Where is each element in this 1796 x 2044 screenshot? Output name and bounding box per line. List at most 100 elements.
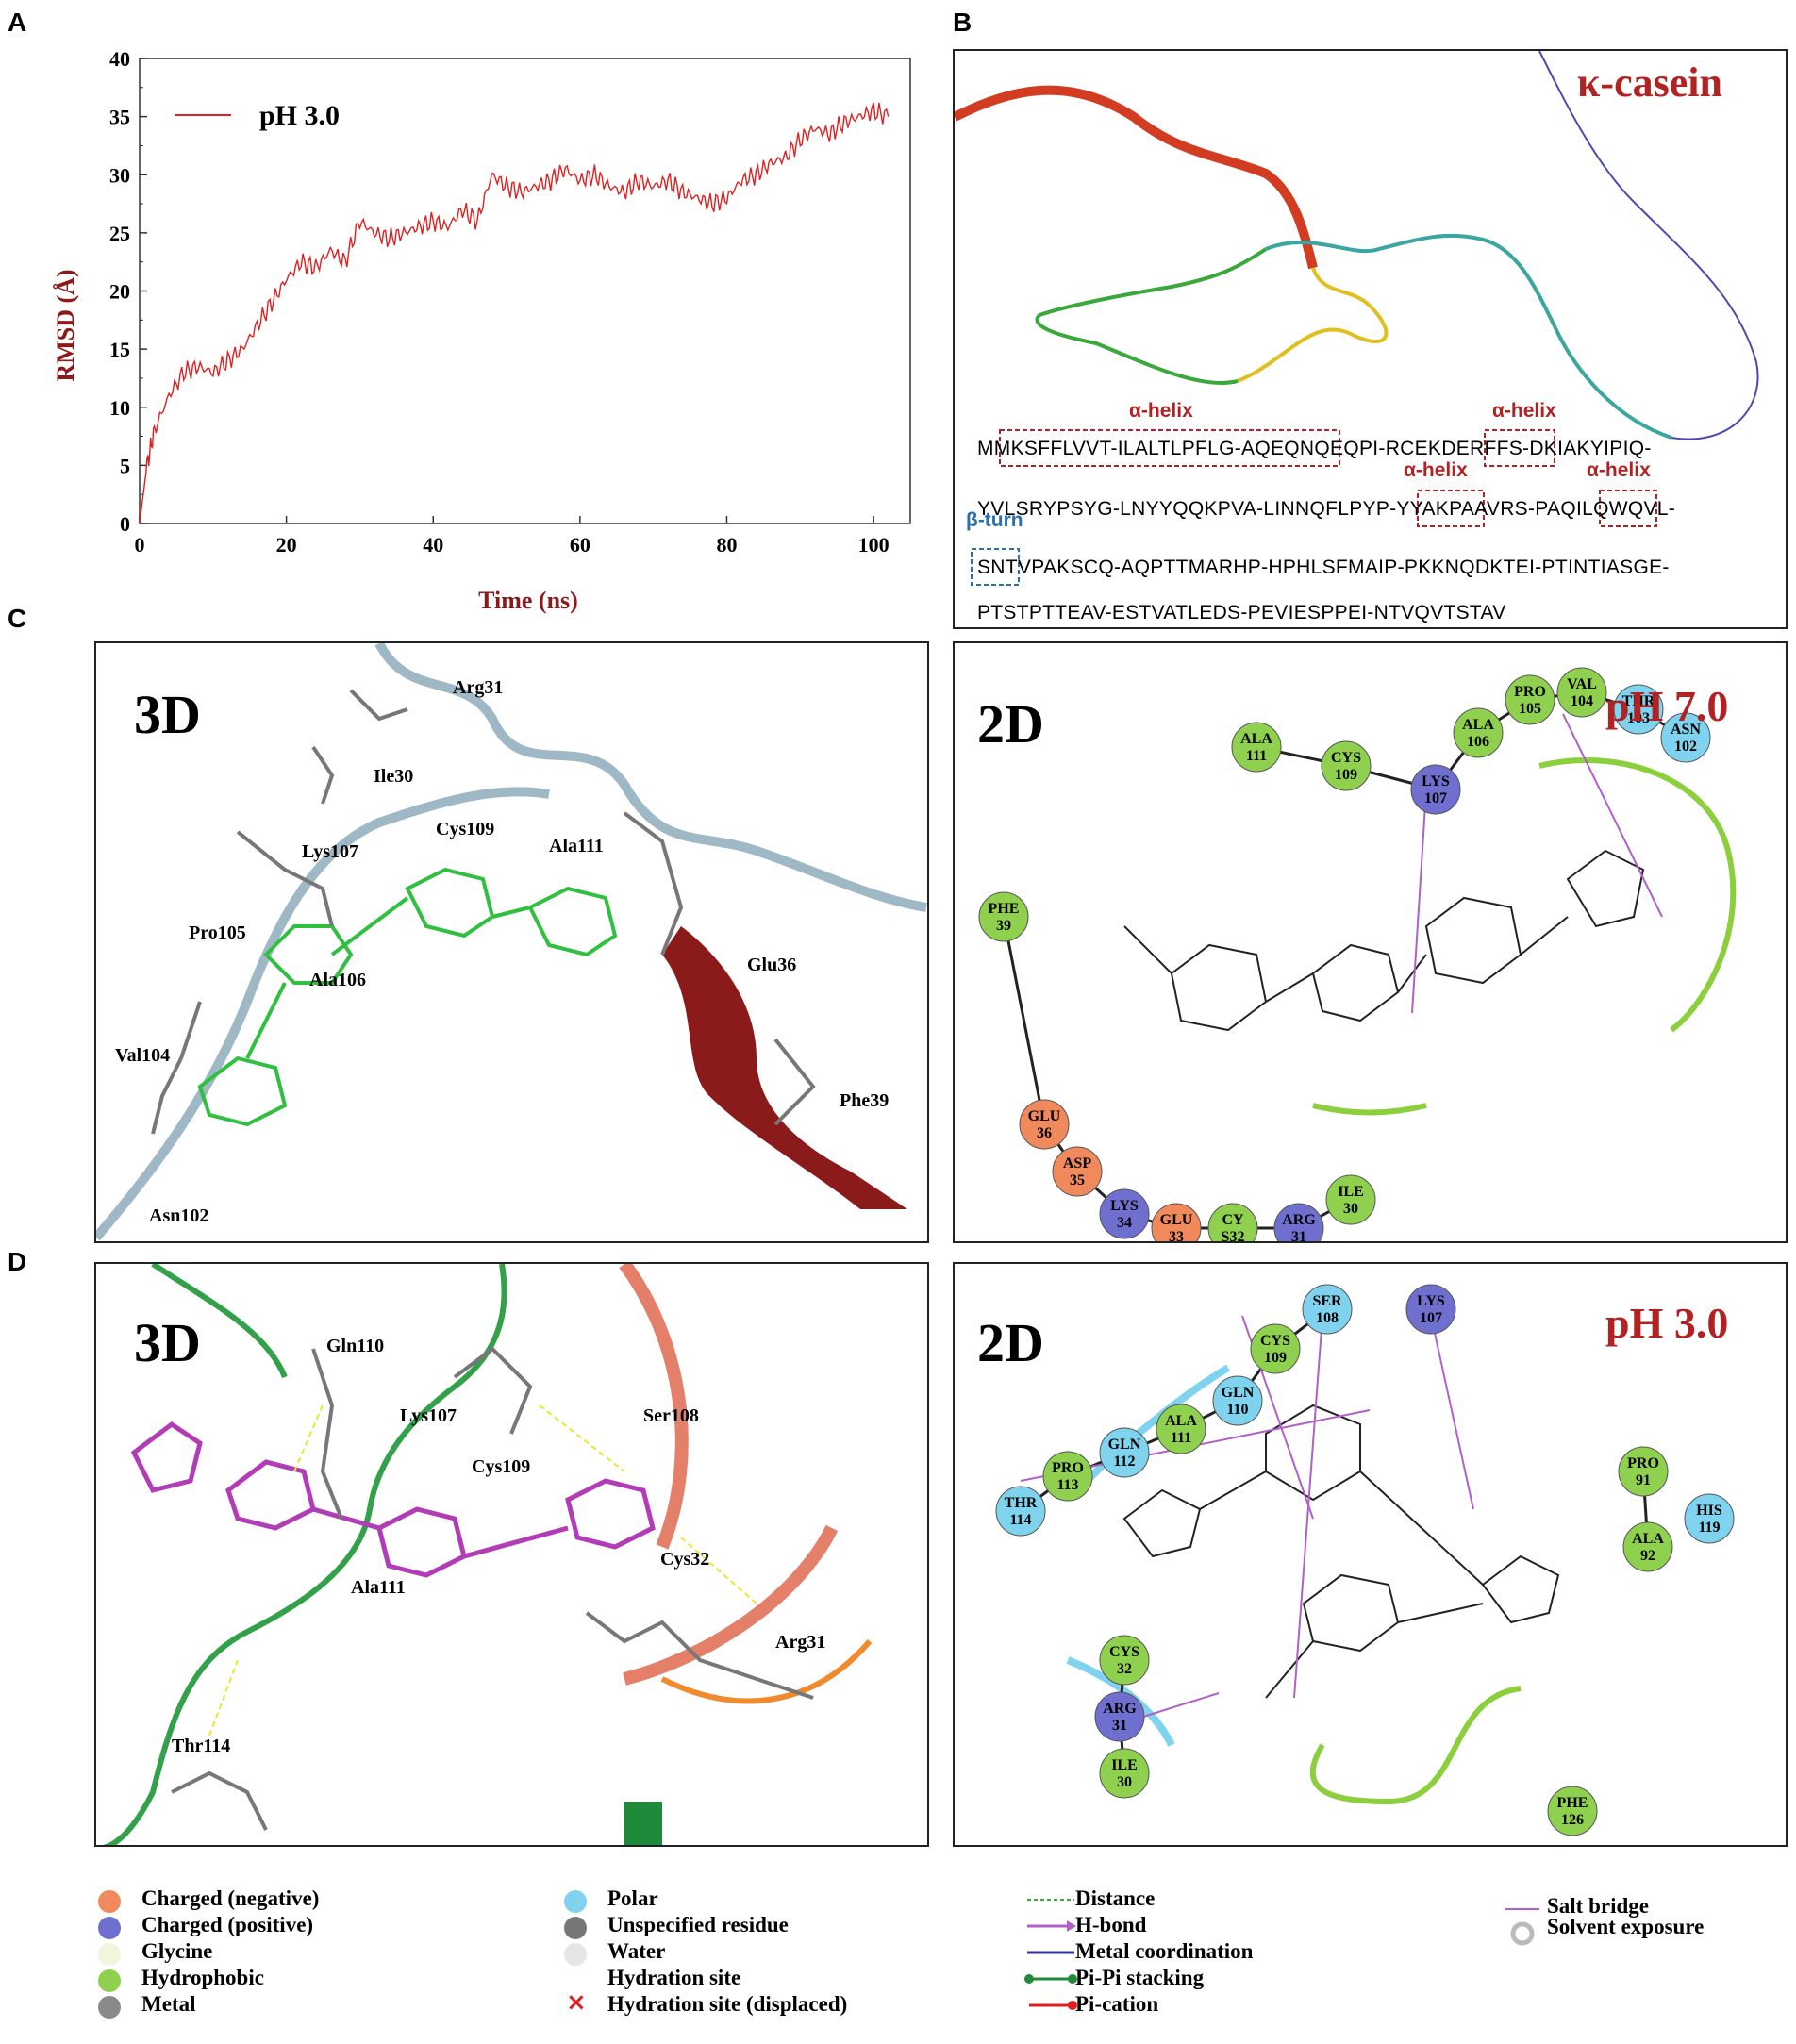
residue-bubble [1302, 1284, 1353, 1335]
residue-number: 31 [1291, 1229, 1306, 1243]
residue-bubble [1660, 712, 1711, 763]
panel-d-3d-frame: 3D Gln110 Lys107 Ser108 Cys109 Ala111 Cy… [94, 1262, 929, 1847]
residue-bubble [1099, 1427, 1150, 1478]
chart-axes: 0 5 10 15 20 25 30 35 40 0 20 40 60 80 100 [109, 47, 911, 557]
residue-name: GLN [1222, 1385, 1255, 1401]
y-tick-label: 5 [120, 454, 130, 477]
residue-bubble [1321, 740, 1372, 791]
residue-name: LYS [1422, 773, 1450, 789]
backbone-ribbon [374, 643, 927, 912]
panel-label-b: B [953, 8, 973, 37]
legend-item: H-bond [1075, 1913, 1147, 1936]
residue-label: Arg31 [453, 677, 504, 698]
3d-structure-d [102, 1264, 873, 1845]
residue-number: 30 [1343, 1201, 1358, 1217]
residue-number: 126 [1561, 1812, 1584, 1828]
residue-number: 119 [1698, 1520, 1720, 1536]
legend-swatch-water [564, 1943, 587, 1966]
ligand-magenta [130, 1421, 656, 1578]
residue-label: Ser108 [643, 1405, 699, 1426]
residue-bubble [1618, 1446, 1669, 1497]
y-tick-label: 40 [109, 47, 130, 71]
rmsd-chart: 0 5 10 15 20 25 30 35 40 0 20 40 60 80 100 pH 3.0 Time… [52, 47, 911, 614]
residue-number: 107 [1424, 790, 1447, 806]
cross-icon: × [566, 1988, 587, 2017]
sequence-line-1: MMKSFFLVVT-ILALTLPFLG-AQEQNQEQPI-RCEKDER… [977, 438, 1652, 459]
y-tick-label: 20 [109, 280, 130, 304]
coil-yellow [1237, 267, 1389, 383]
legend-item: Glycine [141, 1939, 213, 1963]
legend-item: Solvent exposure [1547, 1915, 1705, 1938]
residue-name: GLU [1028, 1108, 1061, 1124]
residue-name: ILE [1338, 1184, 1364, 1200]
backbone-ribbon-2 [96, 787, 550, 1241]
helix-ribbon-red [955, 85, 1318, 270]
coil-blue [1538, 51, 1759, 440]
series-line [139, 102, 890, 524]
legend-item: Water [607, 1939, 666, 1963]
view-tag-3d: 3D [134, 1312, 201, 1373]
residue-label: Lys107 [400, 1405, 457, 1426]
x-tick-label: 40 [423, 533, 443, 557]
x-tick-label: 100 [858, 533, 890, 557]
residue-bubble [1231, 722, 1282, 773]
residue-name: LYS [1417, 1293, 1445, 1309]
y-tick-label: 15 [109, 338, 130, 361]
legend-item: Pi-cation [1075, 1992, 1159, 2016]
residue-label: Phe39 [840, 1090, 890, 1111]
residue-name: THR [1622, 693, 1655, 709]
legend-item: Hydration site [607, 1966, 741, 1989]
residue-label: Thr114 [172, 1736, 231, 1756]
residue-number: S32 [1222, 1229, 1245, 1243]
legend-swatch-polar [564, 1890, 587, 1913]
residue-bubble [1099, 1748, 1150, 1799]
residue-name: CYS [1331, 750, 1361, 766]
residue-bubble [1556, 667, 1607, 718]
y-tick-label: 25 [109, 222, 130, 245]
residue-bubble [1212, 1375, 1263, 1426]
residue-bubble [1019, 1099, 1070, 1150]
annotation-alpha-helix-2: α-helix [1492, 400, 1556, 422]
sequence-line-2: YVLSRYPSYG-LNYYQQKPVA-LINNQFLPYP-YYAKPAA… [977, 498, 1676, 520]
residue-bubble [1207, 1203, 1258, 1241]
ph-label: pH 7.0 [1605, 682, 1729, 730]
residue-name: SER [1312, 1293, 1342, 1309]
residue-bubble [1094, 1691, 1145, 1742]
residue-name: CY [1222, 1212, 1244, 1228]
residue-label: Val104 [115, 1045, 171, 1066]
residue-label: Gln110 [326, 1336, 385, 1356]
y-tick-label: 10 [109, 396, 130, 420]
residue-number: 31 [1112, 1718, 1127, 1734]
residue-name: ALA [1240, 731, 1272, 747]
legend-item: Metal coordination [1075, 1939, 1254, 1963]
y-tick-label: 0 [120, 512, 130, 536]
legend-item: Unspecified residue [607, 1913, 789, 1936]
residue-bubble [1099, 1635, 1150, 1686]
legend-line-symbols [1024, 1899, 1077, 2010]
sequence-line-3: SNTVPAKSCQ-AQPTTMARHP-HPHLSFMAIP-PKKNQDK… [977, 557, 1670, 578]
x-tick-label: 20 [276, 533, 297, 557]
residue-name: HIS [1696, 1503, 1722, 1519]
residue-name: ASN [1671, 722, 1701, 738]
residue-name: ARG [1282, 1212, 1316, 1228]
residue-name: GLU [1160, 1212, 1193, 1228]
residue-number: 105 [1519, 701, 1541, 717]
y-tick-label: 30 [109, 163, 130, 187]
residue-number: 107 [1420, 1310, 1442, 1326]
x-tick-label: 80 [716, 533, 737, 557]
residue-bubble [1622, 1521, 1673, 1572]
residue-number: 109 [1264, 1350, 1287, 1366]
x-tick-label: 60 [570, 533, 590, 557]
residue-number: 111 [1246, 748, 1267, 764]
pocket-contour [1309, 1686, 1522, 1805]
residue-bubble [1156, 1404, 1206, 1454]
residue-bubble [1453, 707, 1504, 758]
residue-number: 102 [1674, 739, 1697, 755]
residue-label: Ile30 [374, 766, 414, 787]
legend-item: Hydrophobic [141, 1966, 264, 1989]
coil-orange [660, 1639, 873, 1704]
residue-number: 109 [1335, 767, 1357, 783]
residue-label: Ala106 [309, 970, 366, 990]
annotation-alpha-helix-3: α-helix [1404, 459, 1468, 481]
residue-number: 92 [1640, 1548, 1655, 1564]
